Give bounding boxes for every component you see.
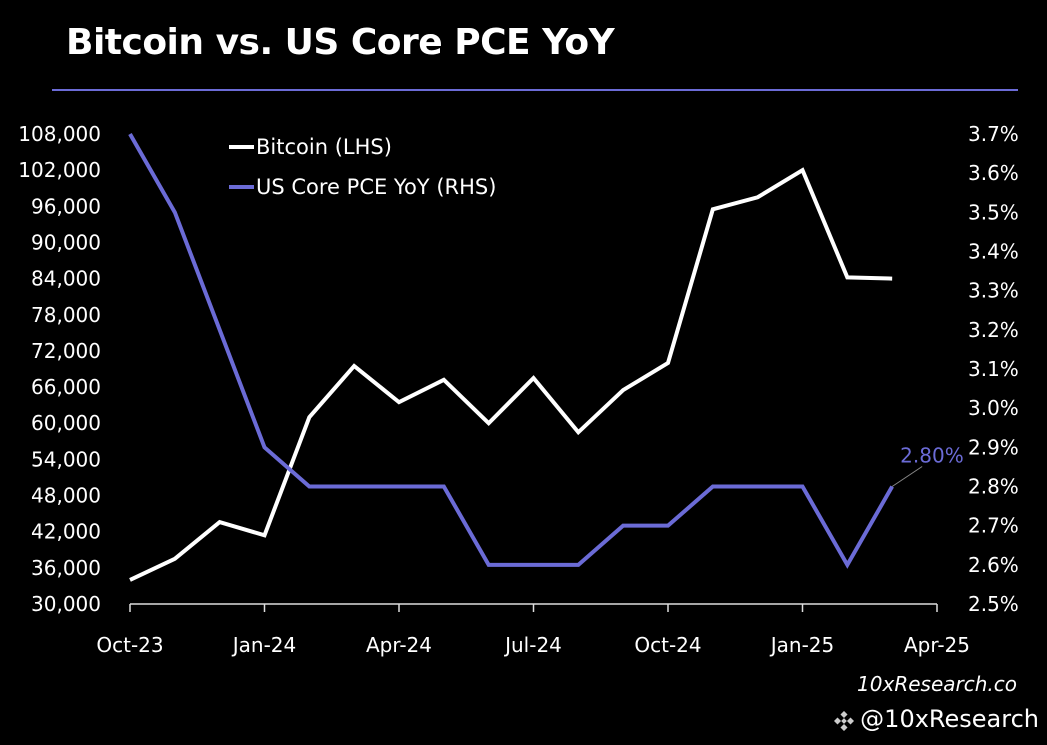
x-tick-label: Oct-24 [634, 633, 701, 657]
legend-label: Bitcoin (LHS) [256, 135, 392, 159]
handle-text: @10xResearch [860, 705, 1039, 733]
y-left-tick-label: 36,000 [31, 556, 101, 580]
y-right-tick-label: 3.1% [968, 357, 1019, 381]
y-right-tick-label: 2.5% [968, 592, 1019, 616]
y-right-tick-label: 3.7% [968, 122, 1019, 146]
y-right-tick-label: 3.4% [968, 240, 1019, 264]
binance-logo-icon [834, 709, 855, 732]
chart-title: Bitcoin vs. US Core PCE YoY [66, 22, 615, 63]
y-right-tick-label: 3.6% [968, 161, 1019, 185]
x-tick-label: Oct-23 [96, 633, 163, 657]
y-left-tick-label: 78,000 [31, 303, 101, 327]
y-left-tick-label: 54,000 [31, 447, 101, 471]
x-tick-label: Apr-25 [904, 633, 970, 657]
y-right-tick-label: 2.7% [968, 514, 1019, 538]
y-left-tick-label: 102,000 [18, 158, 101, 182]
y-left-tick-label: 72,000 [31, 339, 101, 363]
y-right-tick-label: 3.5% [968, 200, 1019, 224]
y-left-tick-label: 84,000 [31, 267, 101, 291]
y-right-tick-label: 2.6% [968, 553, 1019, 577]
y-left-tick-label: 60,000 [31, 411, 101, 435]
bitcoin-line [129, 167, 893, 582]
y-left-tick-label: 48,000 [31, 484, 101, 508]
x-tick-label: Jul-24 [503, 633, 562, 657]
title-divider [52, 89, 1018, 91]
y-left-tick-label: 108,000 [18, 122, 101, 146]
social-handle: @10xResearch [834, 705, 1039, 733]
y-left-tick-label: 96,000 [31, 194, 101, 218]
y-left-tick-label: 30,000 [31, 592, 101, 616]
x-tick-label: Jan-25 [769, 633, 835, 657]
y-right-tick-label: 3.0% [968, 396, 1019, 420]
legend-label: US Core PCE YoY (RHS) [256, 175, 496, 199]
y-left-tick-label: 42,000 [31, 520, 101, 544]
y-right-tick-label: 2.8% [968, 475, 1019, 499]
annotation-leader [891, 466, 923, 487]
core-pce-line [128, 133, 894, 569]
x-tick-label: Apr-24 [366, 633, 432, 657]
x-tick-label: Jan-24 [231, 633, 297, 657]
y-right-tick-label: 3.2% [968, 318, 1019, 342]
website-label: 10xResearch.co [857, 672, 1017, 696]
y-left-tick-label: 66,000 [31, 375, 101, 399]
y-right-tick-label: 2.9% [968, 435, 1019, 459]
y-left-tick-label: 90,000 [31, 230, 101, 254]
last-value-annotation: 2.80% [900, 444, 964, 468]
y-right-tick-label: 3.3% [968, 279, 1019, 303]
